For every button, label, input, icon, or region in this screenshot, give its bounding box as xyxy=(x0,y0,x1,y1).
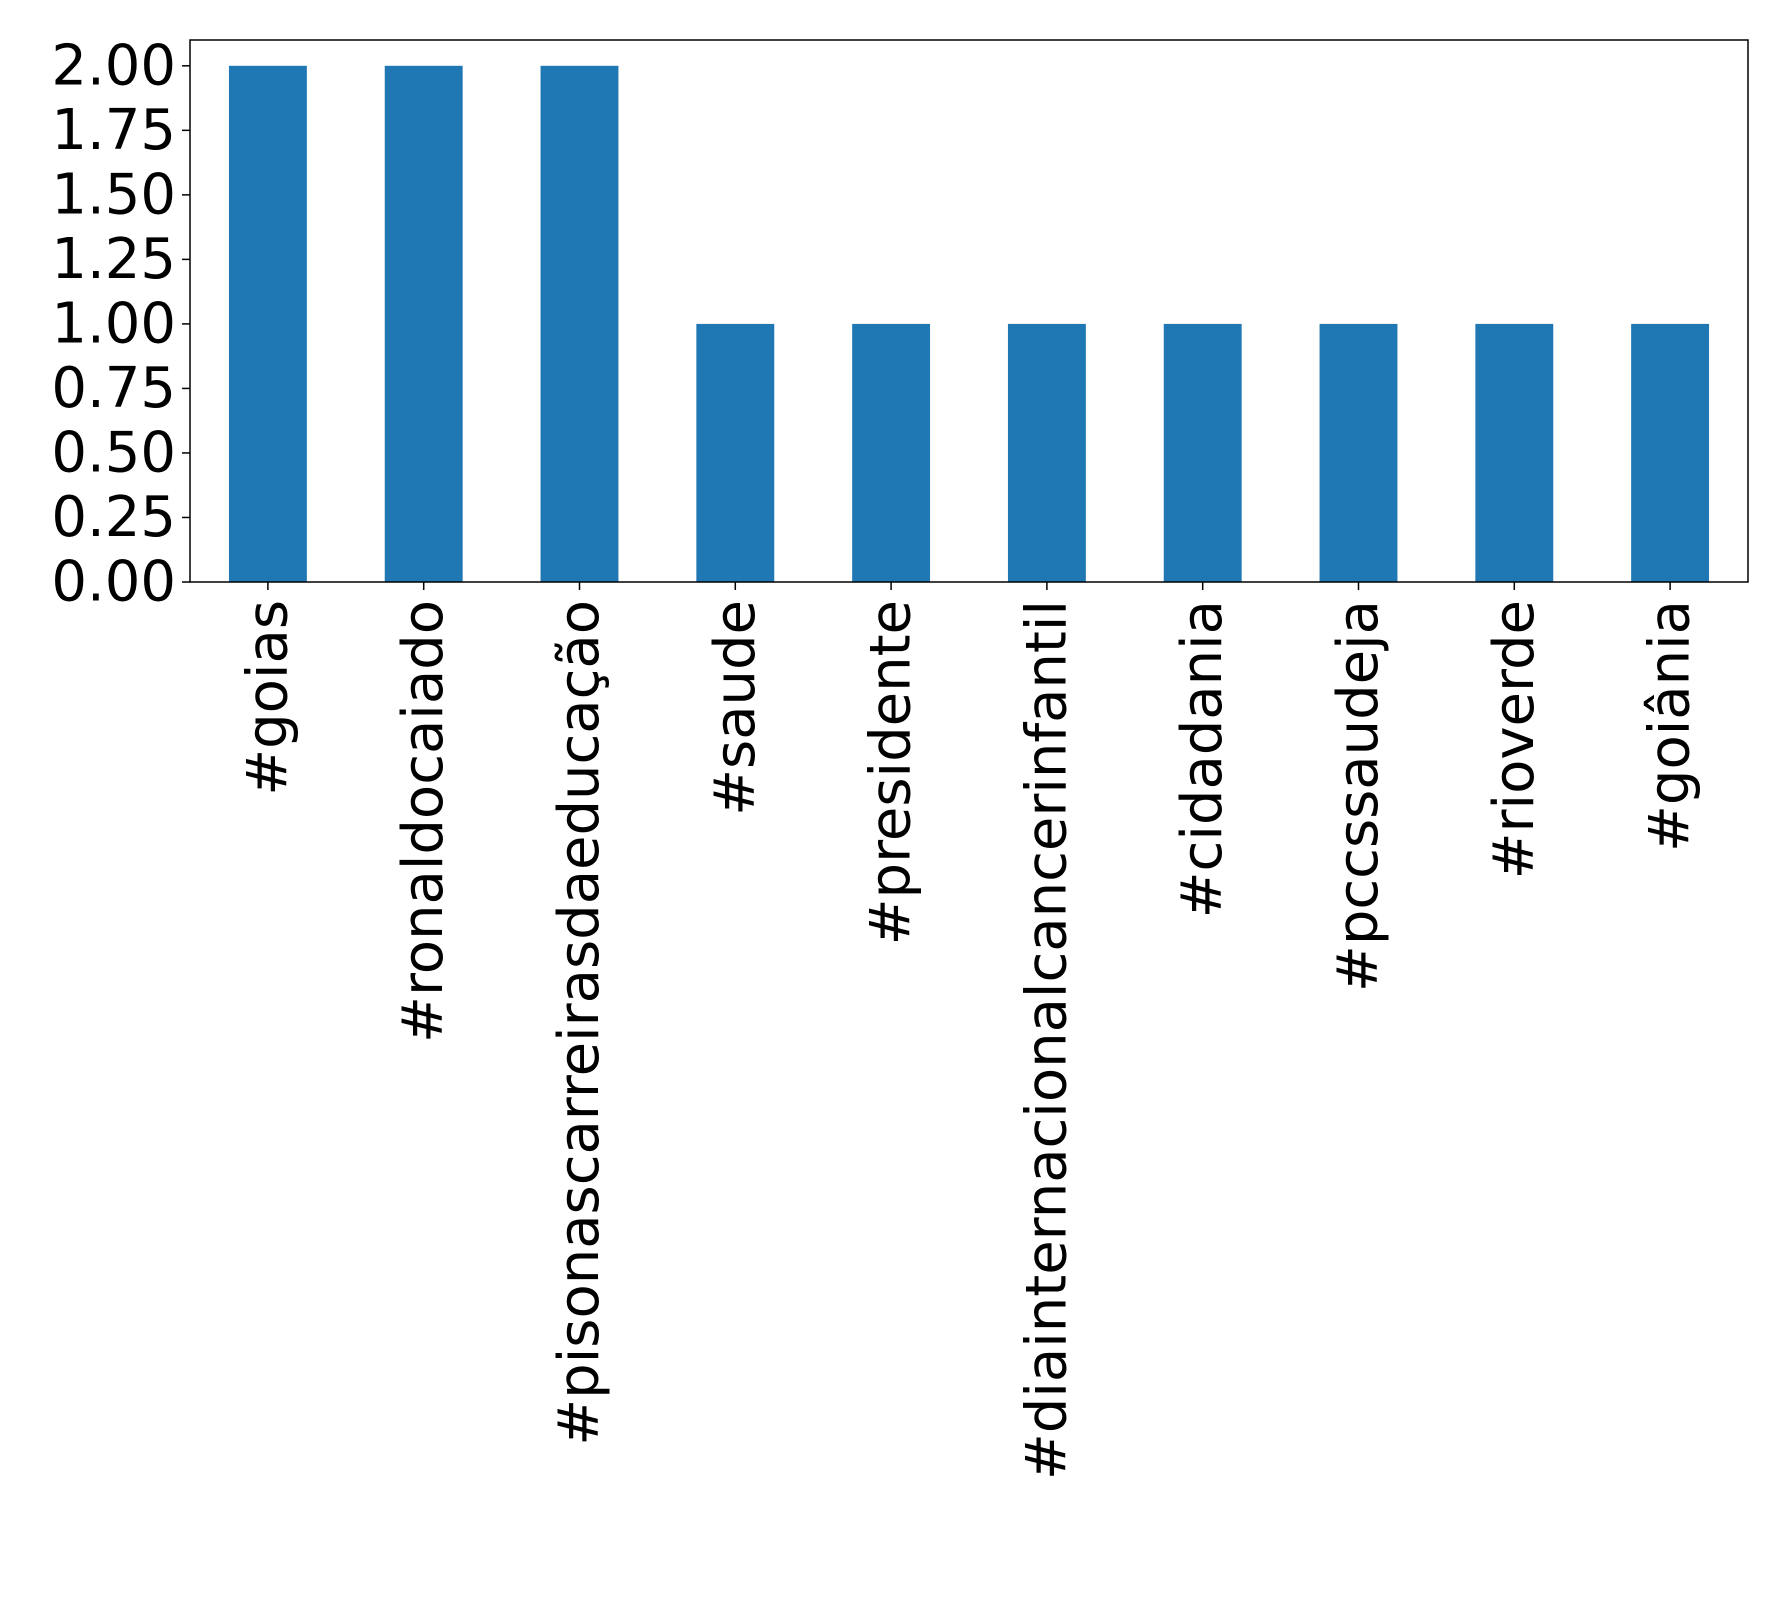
bar-1 xyxy=(384,65,463,583)
x-tick-label: #saude xyxy=(703,600,768,816)
bar-6 xyxy=(1163,323,1242,582)
y-tick-label: 2.00 xyxy=(51,33,176,98)
x-tick-label: #goias xyxy=(235,600,300,796)
y-tick-label: 0.50 xyxy=(51,420,176,485)
bar-8 xyxy=(1475,323,1554,582)
x-tick-label: #diainternacionalcancerinfantil xyxy=(1014,600,1079,1480)
y-tick-label: 1.25 xyxy=(51,227,176,292)
y-tick-label: 1.00 xyxy=(51,291,176,356)
bar-5 xyxy=(1007,323,1086,582)
bar-4 xyxy=(852,323,931,582)
y-tick-label: 1.75 xyxy=(51,98,176,163)
plot-frame xyxy=(189,39,1749,583)
y-axis-ticks: 0.000.250.500.751.001.251.501.752.00 xyxy=(51,33,190,615)
x-tick-label: #presidente xyxy=(859,600,924,945)
y-tick-label: 0.75 xyxy=(51,356,176,421)
y-tick-label: 0.00 xyxy=(51,550,176,615)
x-tick-label: #goiânia xyxy=(1638,600,1703,852)
x-tick-label: #ronaldocaiado xyxy=(391,600,456,1043)
y-tick-label: 0.25 xyxy=(51,485,176,550)
bar-7 xyxy=(1319,323,1398,582)
x-axis-ticks: #goias #ronaldocaiado #pisonascarreirasdae… xyxy=(235,582,1703,1480)
bar-2 xyxy=(540,65,619,583)
bar-group xyxy=(228,65,1710,583)
bar-9 xyxy=(1631,323,1710,582)
bar-3 xyxy=(696,323,775,582)
x-tick-label: #cidadania xyxy=(1170,600,1235,918)
bar-0 xyxy=(228,65,307,583)
x-tick-label: #pisonascarreirasdaeducação xyxy=(547,600,612,1446)
y-tick-label: 1.50 xyxy=(51,162,176,227)
x-tick-label: #rioverde xyxy=(1482,600,1547,879)
x-tick-label: #pccssaudeja xyxy=(1326,600,1391,992)
